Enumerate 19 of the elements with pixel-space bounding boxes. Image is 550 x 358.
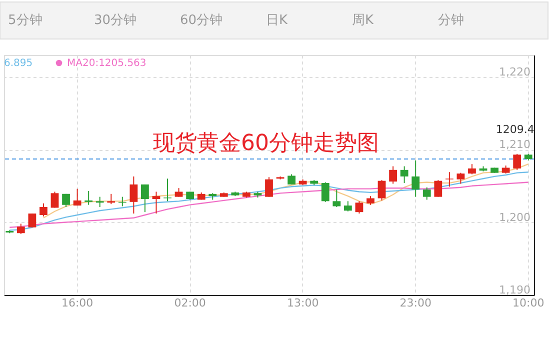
text: 5分钟 [8,13,42,28]
y-tick-label: 1,200 [499,210,530,224]
text: 现货黄金60分钟走势图 [153,131,379,156]
text: 分钟 [438,13,464,28]
text: 30分钟 [94,13,137,28]
x-tick-label: 13:00 [286,296,319,310]
x-tick-label: 23:00 [400,296,432,310]
annotation: 1209.4 [496,122,534,136]
x-tick-label: 10:00 [512,296,544,310]
x-tick-label: 02:00 [174,296,206,310]
x-tick-label: 16:00 [61,296,94,310]
text: 6.895 [4,58,33,69]
legend-label: MA20:1205.563 [67,58,146,69]
y-tick-label: 1,220 [499,65,530,78]
y-tick-label: 1,190 [499,284,530,296]
text: 60分钟 [180,13,223,28]
y-tick-label: 1,210 [499,138,530,152]
text: 周K [352,13,374,28]
text: 日K [266,13,288,28]
